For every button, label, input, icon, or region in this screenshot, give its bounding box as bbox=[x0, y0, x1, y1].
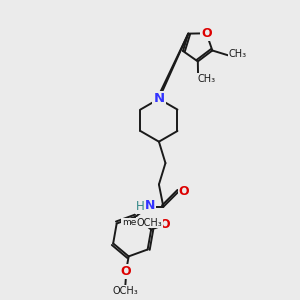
Text: O: O bbox=[160, 218, 170, 231]
Text: methoxy: methoxy bbox=[122, 218, 162, 227]
Text: OCH₃: OCH₃ bbox=[137, 218, 163, 228]
Text: O: O bbox=[201, 27, 212, 40]
Text: O: O bbox=[121, 265, 131, 278]
Text: O: O bbox=[179, 185, 190, 198]
Text: H: H bbox=[136, 200, 145, 213]
Text: N: N bbox=[153, 92, 164, 105]
Text: OCH₃: OCH₃ bbox=[112, 286, 138, 296]
Text: CH₃: CH₃ bbox=[197, 74, 215, 84]
Text: N: N bbox=[145, 200, 155, 212]
Text: CH₃: CH₃ bbox=[229, 49, 247, 59]
